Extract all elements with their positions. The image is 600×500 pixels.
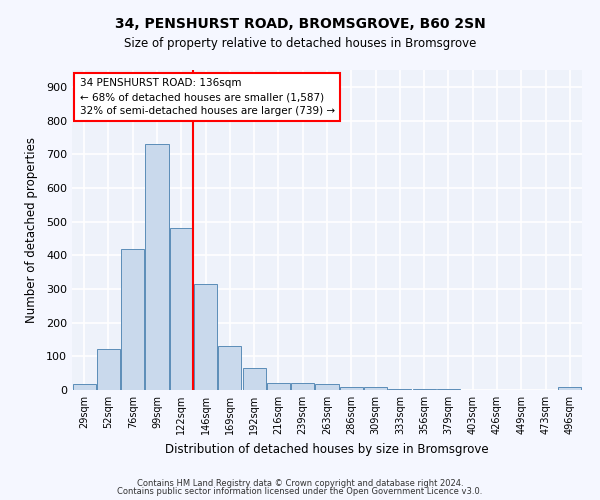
Bar [194,284,217,390]
Bar [218,346,241,390]
Bar [291,384,314,390]
Bar [242,368,266,390]
Bar [388,388,412,390]
Y-axis label: Number of detached properties: Number of detached properties [25,137,38,323]
Bar [73,384,95,390]
Bar [170,228,193,390]
Bar [340,386,363,390]
Bar [413,389,436,390]
Text: Size of property relative to detached houses in Bromsgrove: Size of property relative to detached ho… [124,38,476,51]
Bar [121,249,144,390]
Bar [97,349,120,390]
Bar [316,384,338,390]
Bar [559,388,581,390]
Text: 34 PENSHURST ROAD: 136sqm
← 68% of detached houses are smaller (1,587)
32% of se: 34 PENSHURST ROAD: 136sqm ← 68% of detac… [80,78,335,116]
Bar [145,144,169,390]
Bar [267,382,290,390]
Text: Contains public sector information licensed under the Open Government Licence v3: Contains public sector information licen… [118,487,482,496]
Bar [364,388,387,390]
Text: Contains HM Land Registry data © Crown copyright and database right 2024.: Contains HM Land Registry data © Crown c… [137,478,463,488]
X-axis label: Distribution of detached houses by size in Bromsgrove: Distribution of detached houses by size … [165,442,489,456]
Text: 34, PENSHURST ROAD, BROMSGROVE, B60 2SN: 34, PENSHURST ROAD, BROMSGROVE, B60 2SN [115,18,485,32]
